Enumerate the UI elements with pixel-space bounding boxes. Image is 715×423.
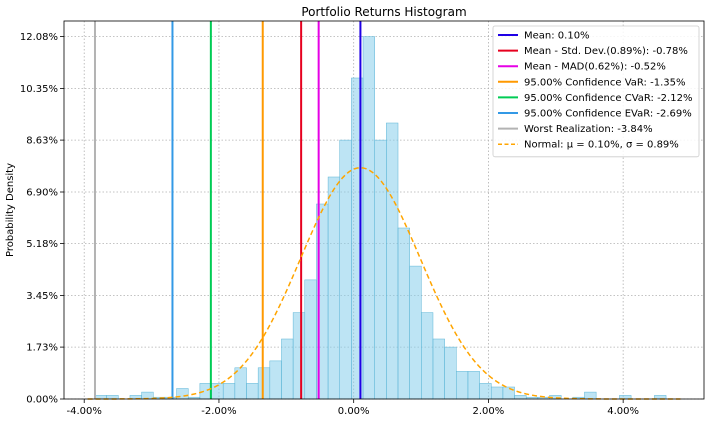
chart-legend: Mean: 0.10% Mean - Std. Dev.(0.89%): -0.7… bbox=[492, 25, 700, 158]
y-tick-label: 0.00% bbox=[26, 395, 58, 406]
legend-entries: Mean: 0.10% Mean - Std. Dev.(0.89%): -0.7… bbox=[498, 31, 692, 151]
x-tick-label: 4.00% bbox=[607, 406, 639, 417]
histogram-bar bbox=[467, 371, 480, 400]
histogram-bar bbox=[374, 139, 387, 400]
histogram-bar bbox=[257, 367, 271, 400]
legend-label: 95.00% Confidence EVaR: -2.69% bbox=[524, 109, 692, 120]
histogram-bar bbox=[479, 383, 492, 400]
y-tick-label: 3.45% bbox=[26, 291, 58, 302]
histogram-bar bbox=[281, 338, 294, 400]
x-axis-ticks: -4.00% -2.00% 0.00% 2.00% 4.00% bbox=[67, 399, 639, 417]
y-tick-label: 12.08% bbox=[20, 32, 58, 43]
histogram-bar bbox=[292, 312, 306, 400]
histogram-bar bbox=[304, 279, 317, 400]
y-tick-label: 6.90% bbox=[26, 188, 58, 199]
histogram-bar bbox=[514, 395, 527, 400]
histogram-bar bbox=[409, 265, 422, 400]
histogram-bar bbox=[246, 383, 259, 400]
chart-title: Portfolio Returns Histogram bbox=[301, 5, 466, 19]
histogram-bar bbox=[444, 346, 457, 400]
histogram-bar bbox=[362, 36, 375, 400]
histogram-bar bbox=[397, 227, 410, 400]
histogram-bar bbox=[421, 312, 434, 400]
histogram-bar bbox=[502, 386, 515, 400]
y-tick-label: 8.63% bbox=[26, 136, 58, 147]
legend-label: 95.00% Confidence VaR: -1.35% bbox=[524, 77, 685, 88]
histogram-bar bbox=[327, 176, 340, 400]
histogram-bar bbox=[199, 383, 212, 400]
plot-area-frame bbox=[63, 20, 705, 400]
histogram-bar bbox=[456, 371, 469, 400]
legend-label: 95.00% Confidence CVaR: -2.12% bbox=[524, 93, 692, 104]
y-axis-ticks: 0.00% 1.73% 3.45% 5.18% 6.90% 8.63% 10.35% 12.0… bbox=[20, 32, 64, 406]
histogram-bar bbox=[584, 391, 597, 400]
legend-label: Normal: μ = 0.10%, σ = 0.89% bbox=[524, 140, 679, 151]
risk-measure-lines bbox=[93, 21, 362, 399]
y-tick-label: 1.73% bbox=[26, 343, 58, 354]
legend-label: Mean: 0.10% bbox=[524, 31, 590, 42]
x-tick-label: -2.00% bbox=[201, 406, 236, 417]
histogram-bars bbox=[94, 36, 667, 400]
histogram-bar bbox=[491, 386, 504, 400]
legend-label: Mean - Std. Dev.(0.89%): -0.78% bbox=[524, 46, 688, 57]
y-tick-label: 5.18% bbox=[26, 239, 58, 250]
legend-label: Worst Realization: -3.84% bbox=[524, 124, 653, 135]
histogram-bar bbox=[432, 338, 445, 400]
x-tick-label: 0.00% bbox=[338, 406, 370, 417]
y-axis-label: Probability Density bbox=[5, 163, 16, 257]
legend-label: Mean - MAD(0.62%): -0.52% bbox=[524, 62, 666, 73]
y-tick-label: 10.35% bbox=[20, 84, 58, 95]
histogram-bar bbox=[386, 122, 399, 400]
histogram-bar bbox=[222, 383, 236, 400]
legend-box bbox=[492, 25, 700, 158]
x-tick-label: 2.00% bbox=[473, 406, 505, 417]
histogram-bar bbox=[269, 360, 282, 400]
x-tick-label: -4.00% bbox=[67, 406, 102, 417]
